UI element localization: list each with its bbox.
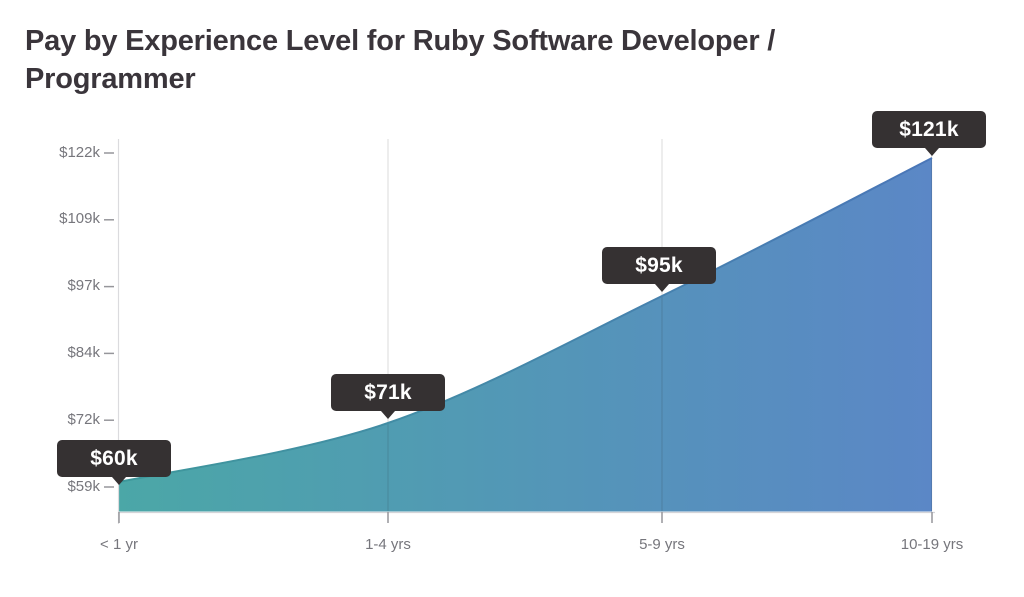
chart-title: Pay by Experience Level for Ruby Softwar… [25, 22, 775, 98]
y-axis-label: $59k [67, 478, 100, 495]
salary-curve-line [118, 157, 933, 483]
x-axis-label: < 1 yr [100, 536, 138, 553]
value-callout: $95k [602, 247, 716, 292]
salary-area-fill [119, 158, 932, 512]
x-axis-label: 1-4 yrs [365, 536, 411, 553]
chart-title-line2: Programmer [25, 63, 196, 95]
chart-title-line1: Pay by Experience Level for Ruby Softwar… [25, 25, 776, 57]
x-axis-label: 10-19 yrs [900, 536, 964, 553]
value-callout: $60k [57, 440, 171, 485]
y-axis-tick-marks [104, 152, 114, 488]
x-axis-label: 5-9 yrs [639, 536, 685, 553]
y-axis-label: $84k [67, 344, 100, 361]
value-callout: $71k [331, 374, 445, 419]
y-axis-label: $122k [59, 144, 100, 161]
value-callout: $121k [872, 111, 986, 156]
y-axis-label: $97k [67, 277, 100, 294]
x-axis-tick-marks [118, 512, 933, 523]
vertical-gridlines [387, 139, 933, 512]
y-axis-label: $109k [59, 210, 100, 227]
y-axis-label: $72k [67, 411, 100, 428]
